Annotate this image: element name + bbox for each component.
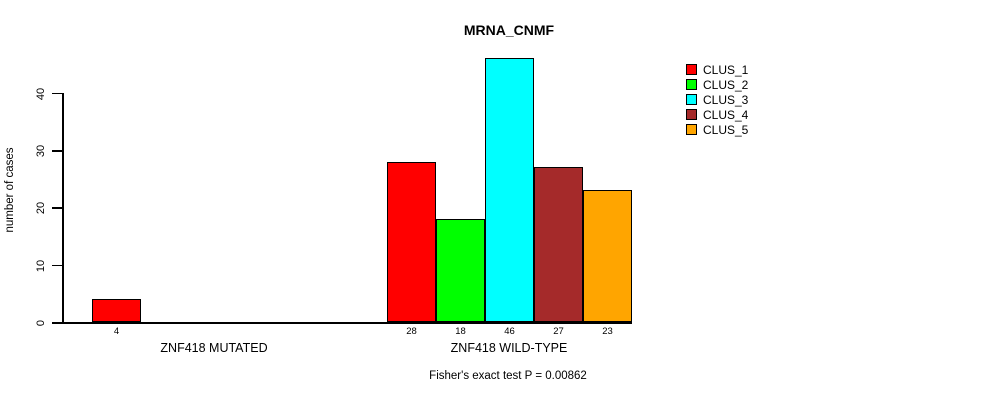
legend-swatch-clus_5 xyxy=(686,124,697,135)
y-tick-mark xyxy=(52,150,62,152)
legend-item-clus_1: CLUS_1 xyxy=(686,62,748,77)
legend-swatch-clus_2 xyxy=(686,79,697,90)
legend-item-clus_2: CLUS_2 xyxy=(686,77,748,92)
bar-clus_1 xyxy=(92,299,141,322)
y-axis-label: number of cases xyxy=(4,147,16,233)
legend: CLUS_1 CLUS_2 CLUS_3 CLUS_4 CLUS_5 xyxy=(686,62,748,137)
y-tick-mark xyxy=(52,264,62,267)
bar-clus_4 xyxy=(534,167,583,322)
bar-value-label: 23 xyxy=(602,326,613,337)
y-tick-mark xyxy=(52,92,62,95)
y-tick-label: 20 xyxy=(35,202,47,215)
y-tick-label: 40 xyxy=(35,87,47,100)
legend-item-clus_3: CLUS_3 xyxy=(686,92,748,107)
bar-clus_3 xyxy=(485,58,534,322)
legend-item-clus_5: CLUS_5 xyxy=(686,122,748,137)
x-group-label-znf418-mutated: ZNF418 MUTATED xyxy=(160,341,268,355)
bar-value-label: 46 xyxy=(504,326,515,337)
bar-clus_5 xyxy=(583,190,632,322)
legend-swatch-clus_1 xyxy=(686,64,697,75)
bar-value-label: 4 xyxy=(113,326,120,337)
bar-value-label: 28 xyxy=(406,326,417,337)
legend-label: CLUS_1 xyxy=(703,62,749,77)
bar-clus_2 xyxy=(436,219,485,322)
y-axis-line xyxy=(62,92,64,323)
chart-title: MRNA_CNMF xyxy=(463,22,555,38)
x-group-label-znf418-wild-type: ZNF418 WILD-TYPE xyxy=(450,341,568,355)
fisher-test-footnote: Fisher's exact test P = 0.00862 xyxy=(429,370,587,382)
legend-label: CLUS_2 xyxy=(703,77,749,92)
x-baseline xyxy=(62,322,632,324)
y-tick-label: 0 xyxy=(35,319,47,327)
legend-swatch-clus_4 xyxy=(686,109,697,120)
y-tick-label: 30 xyxy=(35,144,47,158)
legend-swatch-clus_3 xyxy=(686,94,697,105)
legend-label: CLUS_5 xyxy=(703,122,749,137)
legend-item-clus_4: CLUS_4 xyxy=(686,107,748,122)
legend-label: CLUS_3 xyxy=(703,92,749,107)
bar-value-label: 27 xyxy=(553,326,564,337)
y-tick-label: 10 xyxy=(35,259,47,272)
y-tick-mark xyxy=(52,322,62,324)
bar-clus_1 xyxy=(387,162,436,322)
legend-label: CLUS_4 xyxy=(703,107,749,122)
bar-value-label: 18 xyxy=(455,326,466,337)
y-tick-mark xyxy=(52,207,62,209)
